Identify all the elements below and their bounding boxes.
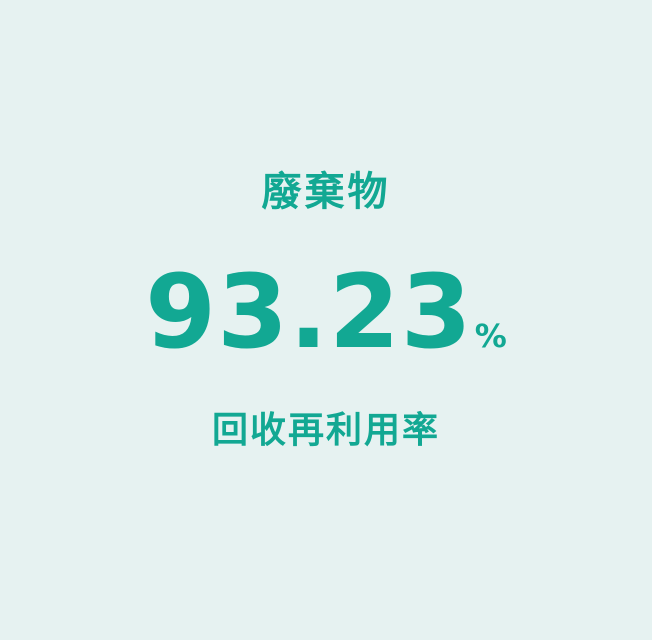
metric-title: 廢棄物 (261, 169, 391, 215)
metric-stat: 93.23% (0, 262, 652, 364)
metric-value: 93.23 (145, 253, 473, 372)
metric-label: 回收再利用率 (211, 410, 440, 451)
metric-unit: % (474, 317, 507, 355)
